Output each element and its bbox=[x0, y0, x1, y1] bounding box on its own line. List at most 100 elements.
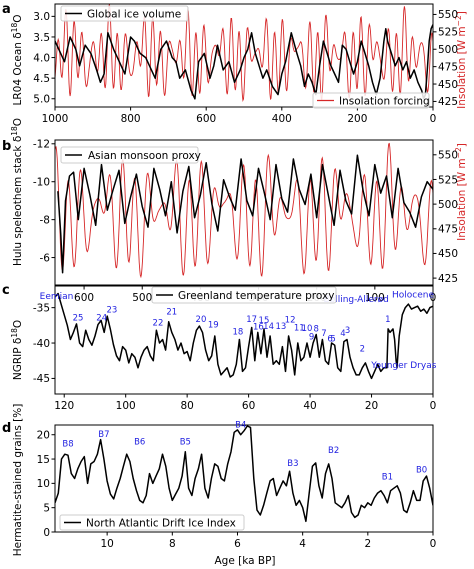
panel-c-annotation: 7 bbox=[321, 329, 326, 339]
panel-b-xtick-label: 100 bbox=[365, 292, 385, 304]
panel-c-xtick-label: 60 bbox=[242, 400, 255, 412]
panel-a-xtick-label: 800 bbox=[121, 113, 141, 125]
panel-d-xtick-label: 0 bbox=[430, 538, 437, 550]
panel-d-legend-box bbox=[59, 514, 245, 531]
panel-d-letter: d bbox=[2, 421, 11, 436]
panel-b-plot: 6005004003002001000-12-10-8-642545047550… bbox=[33, 139, 458, 304]
panel-a-ylabel-main: LR04 Ocean δ bbox=[12, 32, 24, 105]
panel-c-ytick-label: -45 bbox=[33, 373, 50, 385]
panel-b-y2tick-label: 475 bbox=[438, 224, 458, 236]
panel-a-ytick-label: 4.5 bbox=[33, 73, 50, 85]
panel-a-ylabel-tail: O bbox=[12, 14, 24, 22]
panel-d-series-line bbox=[55, 425, 433, 523]
panel-c-xtick-label: 0 bbox=[430, 400, 437, 412]
panel-b-xtick-label: 500 bbox=[132, 292, 152, 304]
panel-c-frame bbox=[54, 284, 434, 395]
panel-a-ytick-label: 4.0 bbox=[33, 52, 50, 64]
panel-c-annotation: Eemian bbox=[40, 292, 74, 302]
panel-d-frame bbox=[54, 424, 434, 533]
panel-d-annotation: B1 bbox=[382, 472, 393, 482]
panel-d-ytick-label: 15 bbox=[37, 454, 50, 466]
panel-c-annotation: 10 bbox=[302, 324, 313, 334]
panel-d-xtick-label: 4 bbox=[299, 538, 306, 550]
panel-a-ylabel-sup: 18 bbox=[10, 23, 19, 33]
panel-c-annotation: 4 bbox=[340, 329, 345, 339]
panel-c-series-line bbox=[55, 292, 433, 380]
panel-a-xtick-label: 400 bbox=[272, 113, 292, 125]
panel-c-annotation: 2 bbox=[360, 345, 365, 355]
panel-c-annotation: 12 bbox=[285, 316, 296, 326]
panel-a-ytick-label: 3.0 bbox=[33, 11, 50, 23]
panel-a-ytick-label: 5.0 bbox=[33, 94, 50, 106]
panel-c-xtick-label: 40 bbox=[303, 400, 316, 412]
panel-c-legend-label: Greenland temperature proxy bbox=[178, 290, 334, 302]
panel-a-y2tick-label: 475 bbox=[438, 61, 458, 73]
panel-c: c NGRIP δ18O bbox=[2, 283, 24, 380]
panel-a-legend-box bbox=[60, 5, 189, 22]
panel-b: b Hulu speleothem stack δ18O Insolation … bbox=[2, 118, 468, 266]
panel-c-annotation: 19 bbox=[208, 320, 219, 330]
panel-a-xtick-label: 600 bbox=[196, 113, 216, 125]
panel-d-annotation: B0 bbox=[416, 466, 427, 476]
panel-b-ylabel: Hulu speleothem stack δ18O bbox=[10, 118, 24, 266]
panel-a-series-line bbox=[55, 24, 433, 100]
panel-b-y2label: Insolation [W m−2] bbox=[454, 143, 468, 241]
panel-d-ylabel: Hermatite-stained grains [%] bbox=[12, 404, 24, 557]
panel-d-annotation: B3 bbox=[287, 459, 298, 469]
panel-d-xlabel: Age [ka BP] bbox=[214, 555, 275, 567]
panel-a-y2label: Insolation [W m−2] bbox=[454, 11, 468, 109]
panel-b-insolation-line bbox=[55, 142, 433, 279]
panel-d-legend-label: North Atlantic Drift Ice Index bbox=[86, 518, 236, 530]
panel-a-legend-label-insolation: Insolation forcing bbox=[339, 96, 430, 108]
panel-d-annotation: B2 bbox=[328, 446, 339, 456]
panel-c-xtick-label: 80 bbox=[180, 400, 193, 412]
panel-d-annotation: B7 bbox=[98, 430, 109, 440]
panel-d-xtick-label: 10 bbox=[100, 538, 113, 550]
panel-c-annotation: 25 bbox=[73, 313, 84, 323]
panel-a-y2label-main: Insolation [W m bbox=[456, 26, 468, 109]
panel-d-ytick-label: 10 bbox=[37, 478, 50, 490]
panel-b-y2tick-label: 550 bbox=[438, 150, 458, 162]
panel-b-ytick-label: -12 bbox=[33, 139, 50, 151]
panel-b-ylabel-sup: 18 bbox=[10, 126, 19, 136]
panel-a-xtick-label: 200 bbox=[347, 113, 367, 125]
panel-d-xtick-label: 8 bbox=[169, 538, 176, 550]
panel-c-annotation: 23 bbox=[106, 306, 117, 316]
panel-d-annotation: B4 bbox=[235, 420, 246, 430]
panel-b-ytick-label: -8 bbox=[40, 214, 50, 226]
panel-b-y2tick-label: 525 bbox=[438, 174, 458, 186]
panel-c-annotation: 3 bbox=[345, 326, 350, 336]
panel-a-letter: a bbox=[2, 2, 11, 17]
panel-c-annotation: 8 bbox=[314, 325, 319, 335]
panel-a-ytick-label: 3.5 bbox=[33, 32, 50, 44]
panel-b-series-line bbox=[57, 154, 433, 274]
panel-b-ylabel-main: Hulu speleothem stack δ bbox=[12, 136, 24, 266]
panel-c-annotation: 5 bbox=[330, 335, 335, 345]
panel-c-annotation: Younger Dryas bbox=[370, 361, 436, 371]
panel-c-annotation: 6 bbox=[327, 335, 332, 345]
panel-c-annotation: 18 bbox=[232, 328, 243, 338]
panel-a-xtick-label: 1000 bbox=[42, 113, 69, 125]
panel-d-xtick-label: 6 bbox=[234, 538, 241, 550]
panel-c-annotation: 16 bbox=[253, 323, 264, 333]
panel-c-annotation: 17 bbox=[246, 315, 257, 325]
panel-c-xtick-label: 100 bbox=[116, 400, 136, 412]
panel-b-y2tick-label: 500 bbox=[438, 199, 458, 211]
panel-c-annotation: Holocene bbox=[392, 291, 434, 301]
panel-c-ylabel-tail: O bbox=[12, 320, 24, 328]
panel-b-y2label-sup: −2 bbox=[454, 147, 463, 158]
panel-c-annotation: 15 bbox=[259, 316, 270, 326]
panel-c-annotation: 1 bbox=[385, 315, 390, 325]
panel-d-annotation: B6 bbox=[134, 437, 145, 447]
panel-c-annotation: 13 bbox=[275, 322, 286, 332]
panel-a-frame bbox=[54, 3, 434, 108]
panel-c-ytick-label: -35 bbox=[33, 302, 50, 314]
panel-c-annotation: 11 bbox=[294, 323, 305, 333]
panel-d-ytick-label: 5 bbox=[43, 502, 50, 514]
panel-a: a LR04 Ocean δ18O Insolation [W m−2] bbox=[2, 2, 468, 109]
panel-b-y2tick-label: 450 bbox=[438, 248, 458, 260]
panel-b-y2label-tail: ] bbox=[456, 143, 468, 147]
panel-c-ylabel-sup: 18 bbox=[10, 328, 19, 338]
panel-c-annotation: 9 bbox=[309, 333, 314, 343]
